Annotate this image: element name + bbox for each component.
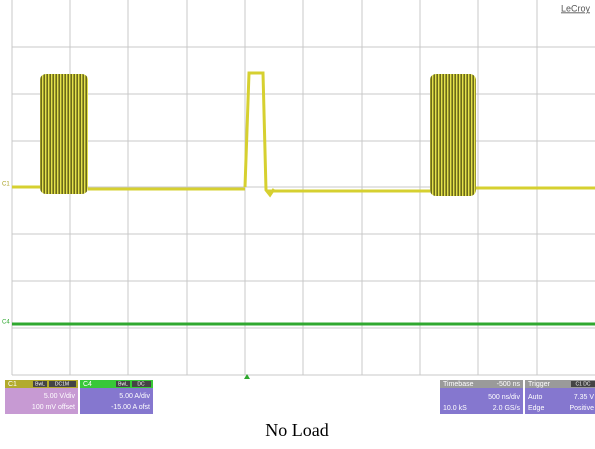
timebase-box: Timebase -500 ns 500 ns/div 10.0 kS 2.0 … (440, 380, 523, 414)
badge: DC (137, 381, 145, 387)
channel-scale: 5.00 V/div (44, 393, 76, 400)
timebase-label: Timebase (443, 381, 474, 388)
c4-box: C4 BwL DC 5.00 A/div -15.00 A ofst (80, 380, 153, 414)
trigger-type: Edge (528, 405, 544, 412)
timebase-rate: 2.0 GS/s (493, 405, 521, 412)
timebase-samples: 10.0 kS (443, 405, 467, 412)
trigger-marker (244, 374, 250, 379)
channel-name: C1 (8, 381, 17, 388)
caption: No Load (265, 420, 328, 440)
trigger-label: Trigger (528, 381, 551, 388)
c1-marker: C1 (2, 182, 10, 188)
channel-offset: 100 mV offset (32, 404, 75, 411)
badge: BwL (118, 381, 128, 387)
brand: LeCroy (561, 3, 591, 13)
trigger-slope: Positive (569, 405, 594, 412)
timebase-scale: 500 ns/div (488, 394, 520, 401)
trigger-level: 7.35 V (574, 394, 595, 401)
c4-marker: C4 (2, 320, 10, 326)
c1-trace (12, 71, 595, 198)
channel-scale: 5.00 A/div (119, 393, 150, 400)
trigger-source: C1 DC (575, 381, 590, 387)
timebase-delay: -500 ns (497, 381, 521, 388)
badge: DC1M (55, 381, 69, 387)
channel-name: C4 (83, 381, 92, 388)
c1-box: C1 BwL DC1M 5.00 V/div 100 mV offset (5, 380, 78, 414)
trigger-box: Trigger C1 DC Auto 7.35 V Edge Positive (525, 380, 595, 414)
badge: BwL (35, 381, 45, 387)
trigger-mode: Auto (528, 394, 543, 401)
channel-offset: -15.00 A ofst (111, 404, 150, 411)
